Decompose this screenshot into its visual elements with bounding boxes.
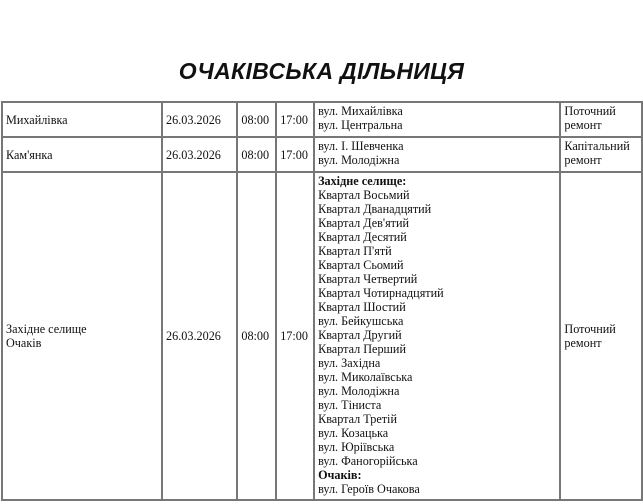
- street-item: Квартал Восьмий: [318, 188, 410, 202]
- work-type-cell: Капітальний ремонт: [559, 136, 643, 173]
- start-cell: 08:00: [236, 101, 278, 138]
- street-item: Квартал Четвертий: [318, 272, 418, 286]
- date-cell: 26.03.2026: [161, 171, 239, 501]
- street-item: вул. Героїв Очакова: [318, 482, 420, 496]
- table-row: Західне селище Очаків 26.03.2026 08:00 17:00…: [0, 171, 643, 501]
- street-item: Квартал Десятий: [318, 230, 407, 244]
- start-cell: 08:00: [236, 171, 278, 501]
- locality-cell: Михайлівка: [0, 101, 164, 138]
- start-cell: 08:00: [236, 136, 278, 173]
- date-cell: 26.03.2026: [161, 136, 239, 173]
- street-item: Квартал Другий: [318, 328, 402, 342]
- street-item: вул. Юріївська: [318, 440, 395, 454]
- page-title: ОЧАКІВСЬКА ДІЛЬНИЦЯ: [178, 58, 465, 84]
- street-item: вул. Західна: [318, 356, 381, 370]
- locality-line: Михайлівка: [6, 112, 68, 127]
- work-line: ремонт: [564, 336, 602, 350]
- street-item: вул. Козацька: [318, 426, 389, 440]
- streets-cell: вул. Михайлівка вул. Центральна: [313, 101, 562, 138]
- work-line: ремонт: [564, 153, 602, 167]
- table-row: Кам'янка 26.03.2026 08:00 17:00 вул. І. Шевч…: [0, 136, 643, 173]
- street-item: вул. Центральна: [318, 118, 403, 132]
- street-item: Квартал Чотирнадцятий: [318, 286, 444, 300]
- streets-cell: вул. І. Шевченка вул. Молодіжна: [313, 136, 562, 173]
- street-item: вул. Тіниста: [318, 398, 382, 412]
- work-type-cell: Поточний ремонт: [559, 171, 643, 501]
- locality-cell: Західне селище Очаків: [0, 171, 164, 501]
- street-item: Квартал Перший: [318, 342, 406, 356]
- date-cell: 26.03.2026: [161, 101, 239, 138]
- work-line: Поточний: [564, 104, 616, 118]
- street-item: Квартал Сьомий: [318, 258, 404, 272]
- work-line: ремонт: [564, 118, 602, 132]
- street-item: Квартал Дев'ятий: [318, 216, 410, 230]
- street-item: Квартал Дванадцятий: [318, 202, 432, 216]
- street-item: Очаків:: [318, 468, 362, 482]
- locality-line: Очаків: [6, 336, 42, 350]
- work-line: Капітальний: [564, 139, 630, 153]
- locality-line: Кам'янка: [6, 147, 53, 162]
- work-line: Поточний: [564, 322, 616, 336]
- street-item: вул. Бейкушська: [318, 314, 404, 328]
- street-item: Західне селище:: [318, 174, 407, 188]
- end-cell: 17:00: [275, 136, 316, 173]
- street-item: вул. І. Шевченка: [318, 139, 404, 153]
- street-item: вул. Миколаївська: [318, 370, 413, 384]
- locality-cell: Кам'янка: [0, 136, 164, 173]
- street-item: вул. Молодіжна: [318, 153, 400, 167]
- street-item: вул. Молодіжна: [318, 384, 400, 398]
- schedule-table: Михайлівка 26.03.2026 08:00 17:00 вул. Михай…: [0, 101, 643, 501]
- street-item: Квартал Третій: [318, 412, 397, 426]
- street-item: Квартал П'ятй: [318, 244, 392, 258]
- end-cell: 17:00: [275, 101, 316, 138]
- locality-line: Західне селище: [6, 322, 87, 336]
- street-item: Квартал Шостий: [318, 300, 406, 314]
- street-item: вул. Фаногорійська: [318, 454, 418, 468]
- work-type-cell: Поточний ремонт: [559, 101, 643, 138]
- end-cell: 17:00: [275, 171, 316, 501]
- street-item: вул. Михайлівка: [318, 104, 403, 118]
- table-row: Михайлівка 26.03.2026 08:00 17:00 вул. Михай…: [0, 101, 643, 138]
- streets-cell: Західне селище: Квартал Восьмий Квартал Дв…: [313, 171, 562, 501]
